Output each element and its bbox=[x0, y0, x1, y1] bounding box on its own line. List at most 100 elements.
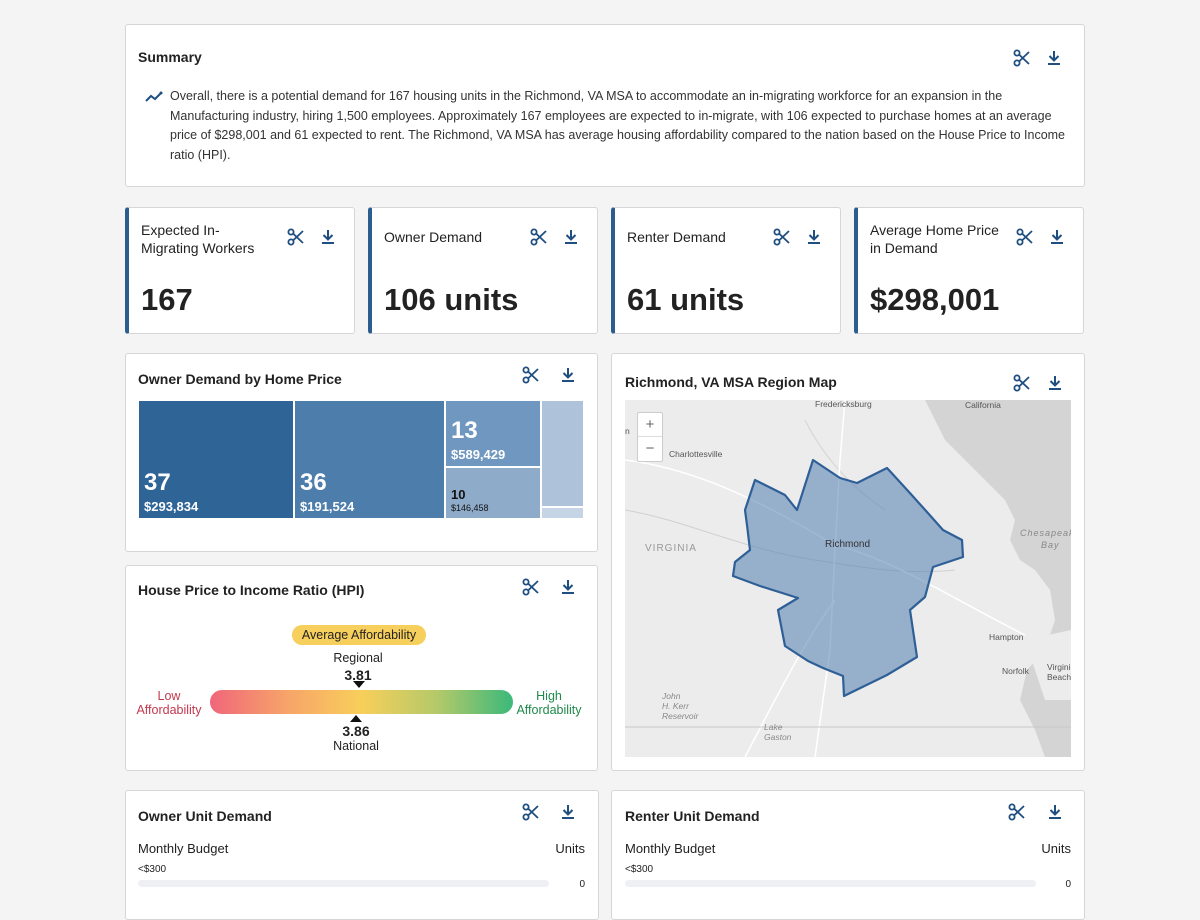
low-label-line-2: Affordability bbox=[136, 703, 202, 717]
budget-row-value: 0 bbox=[1065, 879, 1071, 890]
treemap-count: 13 bbox=[451, 417, 478, 444]
kpi-value: 167 bbox=[141, 282, 193, 317]
kpi-card-renter-demand: Renter Demand 61 units bbox=[611, 207, 841, 334]
treemap-cell[interactable]: 37 $293,834 bbox=[139, 401, 293, 518]
renter-unit-demand-card: Renter Unit Demand Monthly Budget Units … bbox=[611, 790, 1085, 920]
column-header-units: Units bbox=[1041, 841, 1071, 856]
national-marker-icon bbox=[350, 715, 362, 722]
download-icon[interactable] bbox=[558, 577, 578, 597]
download-icon[interactable] bbox=[1047, 227, 1067, 247]
treemap-count: 10 bbox=[451, 487, 466, 502]
low-label-line-1: Low bbox=[157, 689, 181, 703]
summary-text: Overall, there is a potential demand for… bbox=[170, 89, 1066, 162]
treemap-price: $293,834 bbox=[144, 499, 199, 514]
hpi-title: House Price to Income Ratio (HPI) bbox=[138, 582, 365, 598]
zoom-control: + − bbox=[637, 412, 663, 462]
kpi-card-workers: Expected In-Migrating Workers 167 bbox=[125, 207, 355, 334]
regional-label: Regional bbox=[333, 651, 383, 665]
kpi-value: $298,001 bbox=[870, 282, 1000, 317]
treemap-cell[interactable] bbox=[542, 508, 583, 518]
owner-demand-title: Owner Unit Demand bbox=[138, 808, 272, 824]
treemap-cell[interactable] bbox=[542, 401, 583, 506]
treemap-price: $191,524 bbox=[300, 499, 355, 514]
place-label-line: Beach bbox=[1047, 672, 1071, 682]
place-label: Richmond bbox=[825, 539, 871, 550]
treemap-cell[interactable]: 13 $589,429 bbox=[446, 401, 540, 466]
download-icon[interactable] bbox=[561, 227, 581, 247]
hpi-card: House Price to Income Ratio (HPI) Averag… bbox=[125, 565, 598, 771]
renter-demand-title: Renter Unit Demand bbox=[625, 808, 760, 824]
regional-marker-icon bbox=[353, 681, 365, 688]
download-icon[interactable] bbox=[804, 227, 824, 247]
kpi-value: 106 units bbox=[384, 282, 519, 317]
scissors-icon[interactable] bbox=[1015, 227, 1035, 247]
kpi-value: 61 units bbox=[627, 282, 745, 317]
msa-region[interactable] bbox=[731, 458, 965, 698]
map-canvas[interactable]: Fredericksburg California Charlottesvill… bbox=[625, 400, 1071, 757]
budget-row-label: <$300 bbox=[138, 864, 167, 875]
high-label-line-1: High bbox=[536, 689, 562, 703]
kpi-label: Owner Demand bbox=[384, 229, 483, 245]
budget-bar bbox=[138, 880, 549, 887]
column-header-budget: Monthly Budget bbox=[625, 841, 716, 856]
place-label: Bay bbox=[1041, 540, 1060, 550]
place-label: Chesapeak bbox=[1020, 528, 1071, 538]
column-header-units: Units bbox=[555, 841, 585, 856]
scissors-icon[interactable] bbox=[521, 577, 541, 597]
place-label-line: John bbox=[662, 691, 681, 701]
high-label-line-2: Affordability bbox=[516, 703, 582, 717]
download-icon[interactable] bbox=[558, 365, 578, 385]
download-icon[interactable] bbox=[318, 227, 338, 247]
kpi-label: Average Home Price in Demand bbox=[870, 222, 999, 256]
place-label-line: H. Kerr bbox=[662, 701, 689, 711]
scissors-icon[interactable] bbox=[521, 365, 541, 385]
map-card: Richmond, VA MSA Region Map Fredericksbu… bbox=[611, 353, 1085, 771]
treemap-price: $146,458 bbox=[451, 503, 489, 513]
place-label-line: Gaston bbox=[764, 732, 792, 742]
national-value: 3.86 bbox=[342, 723, 370, 739]
treemap-count: 36 bbox=[300, 469, 327, 496]
place-label: Hampton bbox=[989, 632, 1024, 642]
low-affordability-label: Low Affordability bbox=[126, 689, 212, 717]
place-label-line: Lake bbox=[764, 722, 783, 732]
summary-card: Summary Overall, there is a potential de… bbox=[125, 24, 1085, 187]
treemap-cell[interactable]: 10 $146,458 bbox=[446, 468, 540, 518]
download-icon[interactable] bbox=[1045, 373, 1065, 393]
treemap-price: $589,429 bbox=[451, 447, 506, 462]
scissors-icon[interactable] bbox=[529, 227, 549, 247]
scissors-icon[interactable] bbox=[772, 227, 792, 247]
treemap-title: Owner Demand by Home Price bbox=[138, 371, 342, 387]
treemap-cell[interactable]: 36 $191,524 bbox=[295, 401, 444, 518]
affordability-scale bbox=[210, 690, 513, 714]
place-label: Charlottesville bbox=[669, 449, 723, 459]
scissors-icon[interactable] bbox=[521, 802, 541, 822]
place-label-line: Reservoir bbox=[662, 711, 699, 721]
zoom-in-button[interactable]: + bbox=[638, 413, 662, 437]
scissors-icon[interactable] bbox=[1012, 48, 1032, 68]
high-affordability-label: High Affordability bbox=[509, 689, 589, 717]
summary-title: Summary bbox=[138, 49, 202, 65]
budget-row-value: 0 bbox=[579, 879, 585, 890]
place-label-line: Virgini bbox=[1047, 662, 1071, 672]
land bbox=[1025, 630, 1071, 700]
place-label: VIRGINIA bbox=[645, 543, 697, 554]
map-graphic bbox=[625, 400, 1071, 757]
scissors-icon[interactable] bbox=[1012, 373, 1032, 393]
place-label: Virgini Beach bbox=[1047, 662, 1071, 682]
download-icon[interactable] bbox=[1045, 802, 1065, 822]
download-icon[interactable] bbox=[1044, 48, 1064, 68]
scissors-icon[interactable] bbox=[286, 227, 306, 247]
zoom-out-button[interactable]: − bbox=[645, 440, 655, 457]
kpi-card-owner-demand: Owner Demand 106 units bbox=[368, 207, 598, 334]
download-icon[interactable] bbox=[558, 802, 578, 822]
trend-line-icon bbox=[145, 90, 163, 108]
regional-value: 3.81 bbox=[344, 667, 372, 683]
column-header-budget: Monthly Budget bbox=[138, 841, 229, 856]
map-title: Richmond, VA MSA Region Map bbox=[625, 374, 837, 390]
place-label: n bbox=[625, 426, 630, 436]
scissors-icon[interactable] bbox=[1007, 802, 1027, 822]
owner-unit-demand-card: Owner Unit Demand Monthly Budget Units <… bbox=[125, 790, 599, 920]
treemap-card: Owner Demand by Home Price 37 $293,834 3… bbox=[125, 353, 598, 552]
place-label: Fredericksburg bbox=[815, 400, 872, 409]
budget-bar bbox=[625, 880, 1036, 887]
